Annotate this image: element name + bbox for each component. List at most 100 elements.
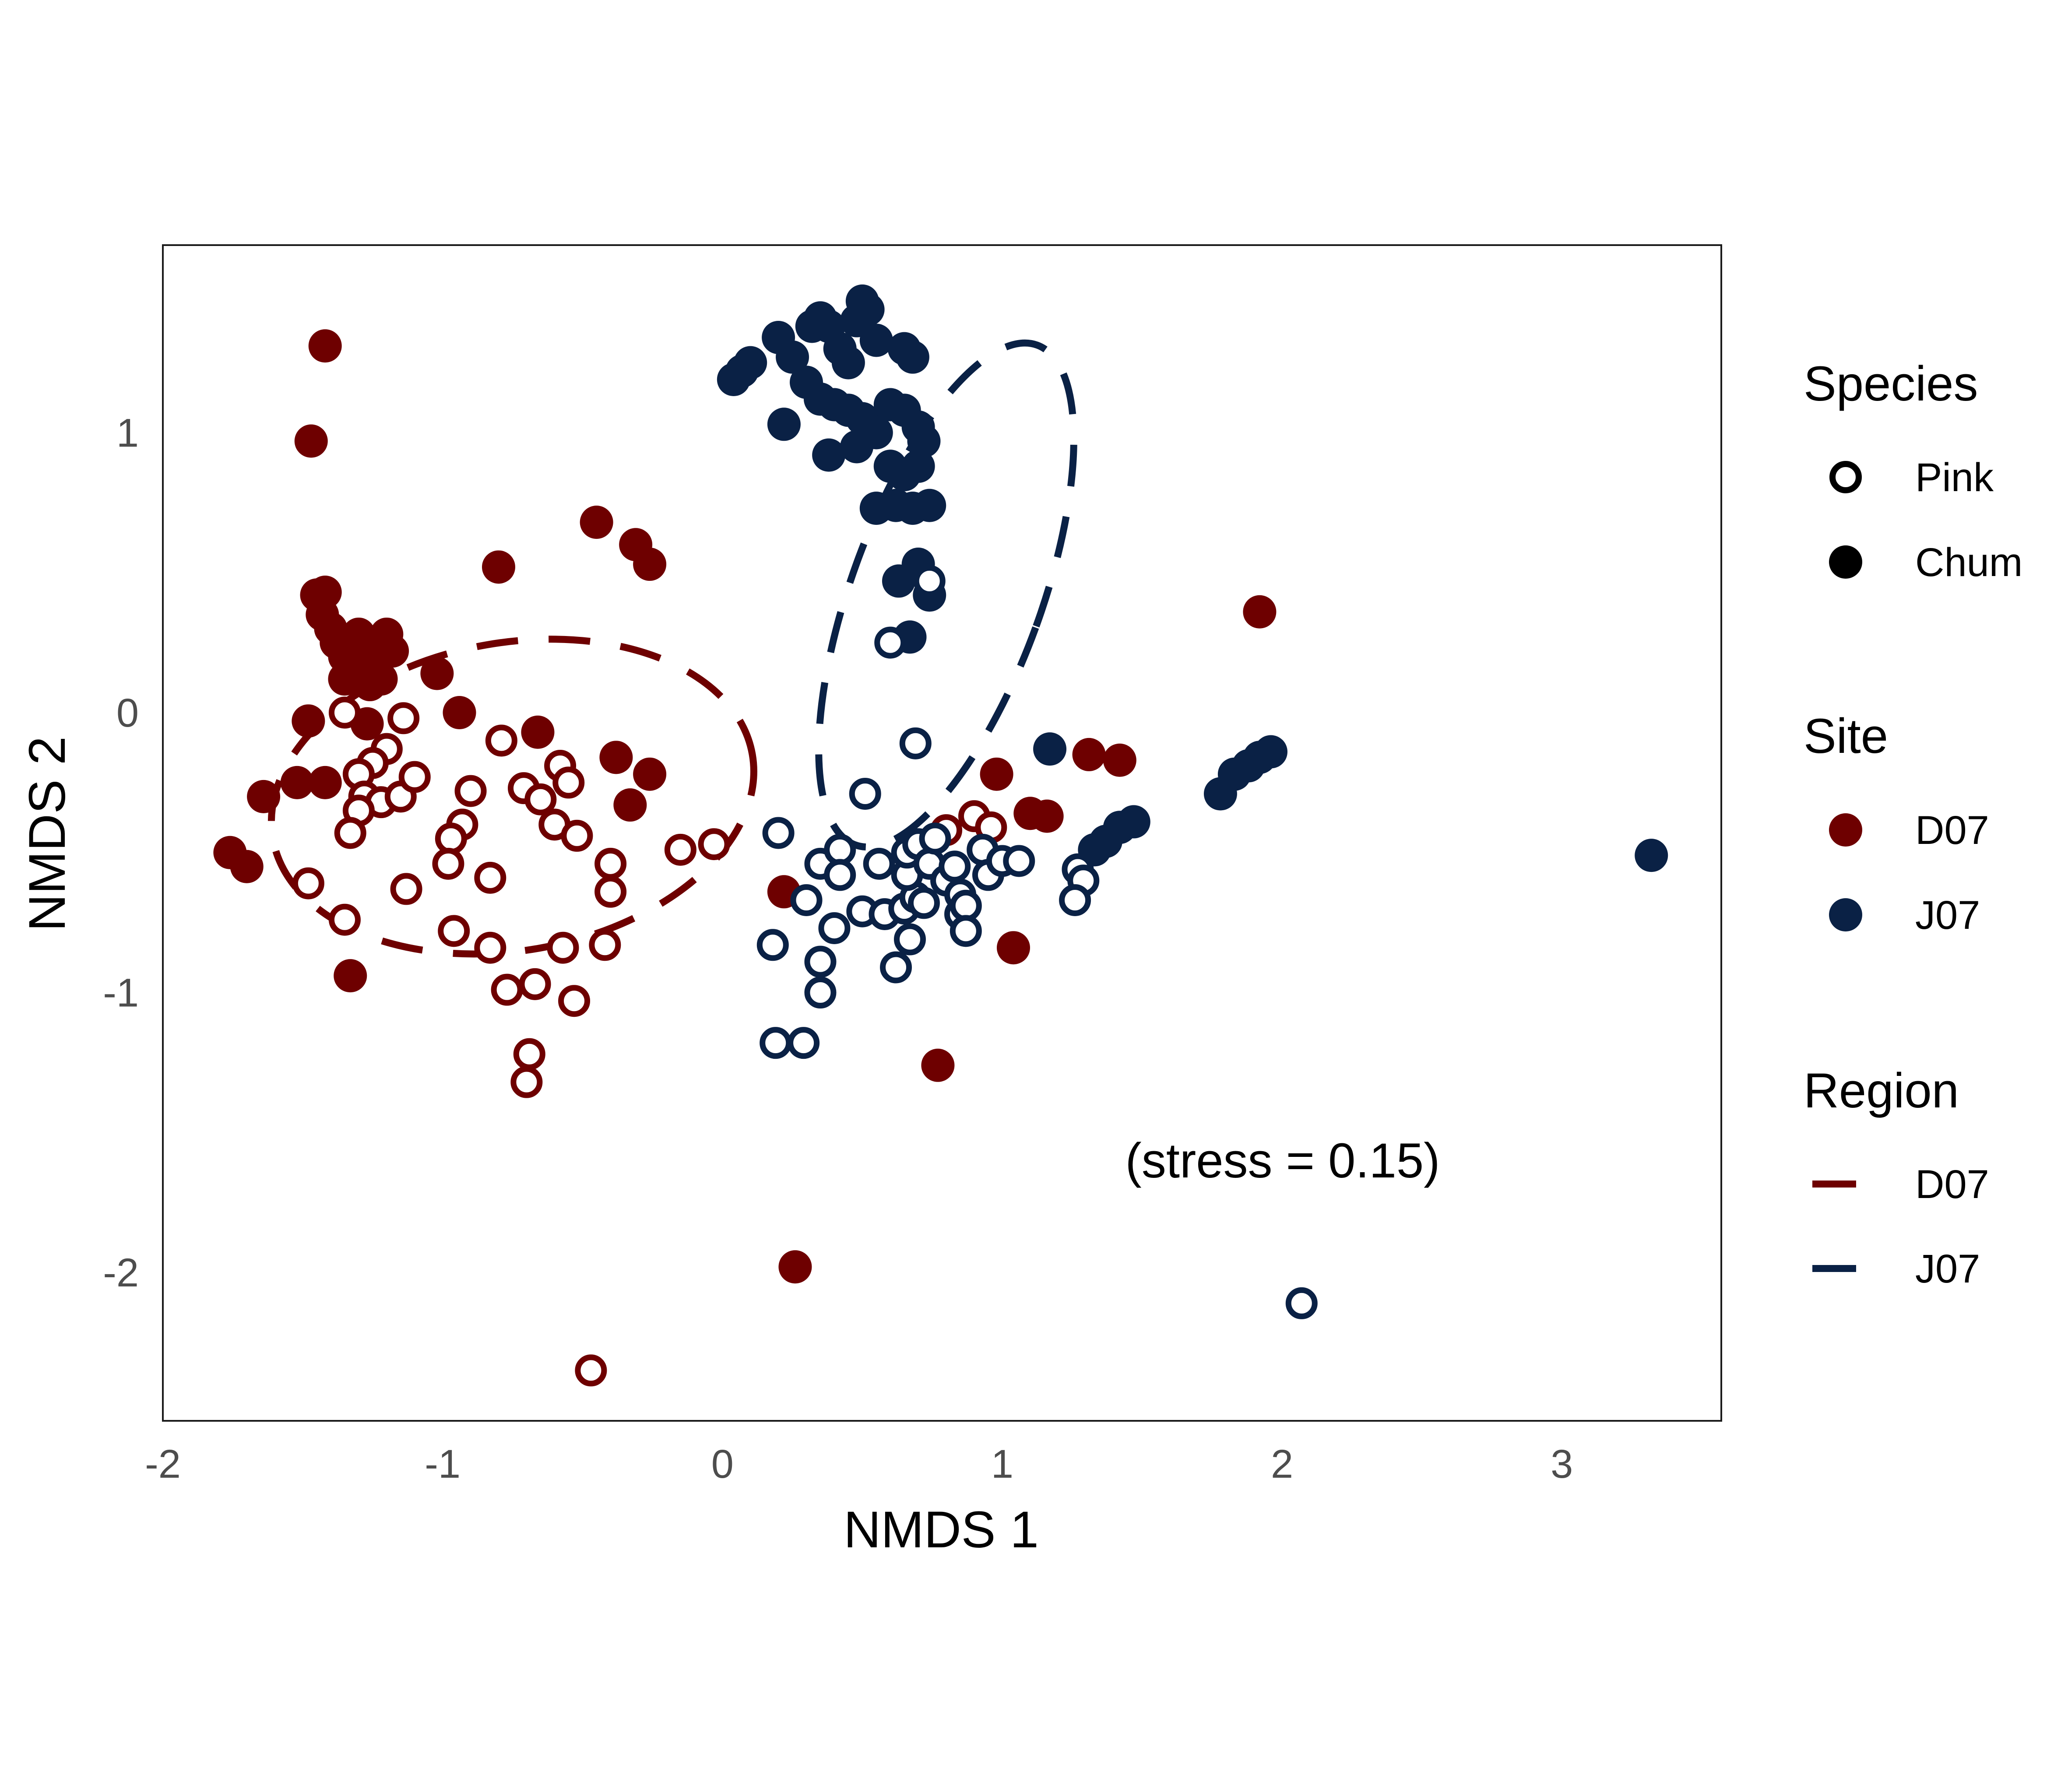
point-j07-pink bbox=[1059, 884, 1091, 916]
point-d07-chum bbox=[1072, 738, 1106, 771]
point-d07-chum bbox=[613, 788, 647, 822]
point-d07-chum bbox=[633, 548, 667, 581]
y-axis-title: NMDS 2 bbox=[18, 736, 76, 931]
legend-site-j07-marker bbox=[1829, 898, 1862, 931]
stress-annotation: (stress = 0.15) bbox=[1125, 1133, 1440, 1188]
legend-region-d07-label: D07 bbox=[1915, 1162, 1989, 1207]
point-j07-chum bbox=[812, 438, 846, 472]
point-d07-chum bbox=[328, 662, 362, 696]
point-j07-chum bbox=[907, 424, 941, 458]
point-d07-chum bbox=[308, 766, 342, 799]
point-j07-pink bbox=[756, 929, 789, 961]
region-ellipse-j07 bbox=[815, 339, 1077, 851]
point-j07-chum bbox=[767, 408, 801, 441]
point-d07-chum bbox=[921, 1048, 955, 1082]
point-d07-chum bbox=[280, 766, 314, 799]
x-tick-label: 1 bbox=[991, 1442, 1013, 1486]
point-d07-pink bbox=[328, 903, 361, 936]
y-tick-label: 0 bbox=[116, 691, 139, 735]
point-j07-chum bbox=[1033, 732, 1067, 766]
x-tick-label: 3 bbox=[1551, 1442, 1573, 1486]
point-d07-pink bbox=[334, 817, 366, 849]
point-j07-pink bbox=[824, 859, 856, 891]
point-d07-pink bbox=[485, 724, 517, 757]
point-d07-pink bbox=[594, 847, 627, 880]
legend-site-d07-marker bbox=[1829, 813, 1862, 847]
data-points bbox=[213, 284, 1668, 1387]
point-d07-chum bbox=[580, 506, 613, 539]
point-d07-pink bbox=[552, 766, 585, 799]
legend: Species Pink Chum Site D07 J07 Region D0… bbox=[1804, 356, 2022, 1291]
y-tick-label: -1 bbox=[103, 971, 139, 1015]
point-j07-pink bbox=[1285, 1287, 1318, 1319]
point-d07-chum bbox=[599, 741, 633, 774]
point-j07-pink bbox=[899, 727, 932, 759]
point-j07-chum bbox=[913, 488, 946, 522]
point-j07-chum bbox=[901, 450, 935, 483]
point-d07-chum bbox=[778, 1250, 812, 1284]
point-d07-chum bbox=[443, 696, 476, 730]
point-d07-pink bbox=[547, 931, 579, 964]
x-axis-ticks: -2 -1 0 1 2 3 bbox=[145, 1442, 1573, 1486]
point-j07-chum bbox=[776, 340, 809, 374]
legend-region-j07-label: J07 bbox=[1915, 1247, 1980, 1291]
point-j07-chum bbox=[859, 323, 893, 357]
point-d07-pink bbox=[438, 915, 470, 947]
point-d07-pink bbox=[292, 867, 324, 900]
point-d07-pink bbox=[575, 1354, 607, 1387]
point-j07-pink bbox=[880, 951, 912, 984]
point-d07-pink bbox=[474, 861, 506, 894]
point-d07-chum bbox=[482, 550, 515, 584]
point-j07-pink bbox=[919, 822, 951, 855]
point-j07-pink bbox=[913, 565, 946, 597]
point-j07-pink bbox=[824, 833, 856, 866]
point-j07-pink bbox=[950, 889, 982, 922]
point-d07-chum bbox=[521, 715, 555, 749]
point-d07-pink bbox=[432, 847, 464, 880]
point-j07-pink bbox=[950, 915, 982, 947]
x-tick-label: 0 bbox=[711, 1442, 734, 1486]
legend-species-title: Species bbox=[1804, 356, 1978, 411]
point-j07-pink bbox=[804, 945, 837, 978]
point-j07-chum bbox=[831, 346, 865, 379]
point-d07-pink bbox=[398, 761, 431, 793]
point-j07-pink bbox=[762, 817, 795, 849]
point-d07-pink bbox=[519, 968, 551, 1000]
point-d07-pink bbox=[474, 931, 506, 964]
point-d07-chum bbox=[247, 780, 281, 813]
point-j07-chum bbox=[1635, 839, 1668, 872]
point-d07-chum bbox=[633, 757, 667, 791]
x-tick-label: -2 bbox=[145, 1442, 181, 1486]
x-tick-label: -1 bbox=[425, 1442, 461, 1486]
point-d07-chum bbox=[230, 850, 264, 883]
point-d07-chum bbox=[1103, 743, 1136, 777]
point-d07-pink bbox=[558, 985, 591, 1017]
point-d07-chum bbox=[376, 634, 409, 668]
legend-pink-label: Pink bbox=[1915, 455, 1994, 500]
point-j07-chum bbox=[734, 346, 767, 379]
point-j07-pink bbox=[788, 1027, 820, 1059]
point-j07-pink bbox=[760, 1027, 792, 1059]
point-j07-chum bbox=[1254, 735, 1287, 769]
point-j07-chum bbox=[840, 430, 874, 464]
point-j07-pink bbox=[874, 626, 907, 659]
point-d07-chum bbox=[980, 757, 1013, 791]
legend-site-title: Site bbox=[1804, 709, 1888, 763]
point-j07-pink bbox=[818, 912, 851, 944]
point-d07-chum bbox=[420, 657, 454, 690]
point-j07-pink bbox=[1003, 845, 1035, 877]
point-d07-pink bbox=[513, 1038, 545, 1070]
point-d07-chum bbox=[1243, 595, 1277, 629]
point-j07-pink bbox=[790, 884, 823, 916]
point-d07-pink bbox=[387, 702, 420, 734]
legend-chum-label: Chum bbox=[1915, 540, 2022, 585]
point-j07-pink bbox=[893, 923, 926, 956]
point-d07-pink bbox=[328, 696, 361, 729]
y-axis-ticks: -2 -1 0 1 bbox=[103, 411, 139, 1295]
x-axis-title: NMDS 1 bbox=[844, 1501, 1039, 1559]
point-j07-chum bbox=[851, 293, 885, 327]
point-d07-chum bbox=[334, 959, 367, 993]
point-d07-pink bbox=[454, 775, 487, 807]
point-d07-pink bbox=[561, 819, 593, 852]
